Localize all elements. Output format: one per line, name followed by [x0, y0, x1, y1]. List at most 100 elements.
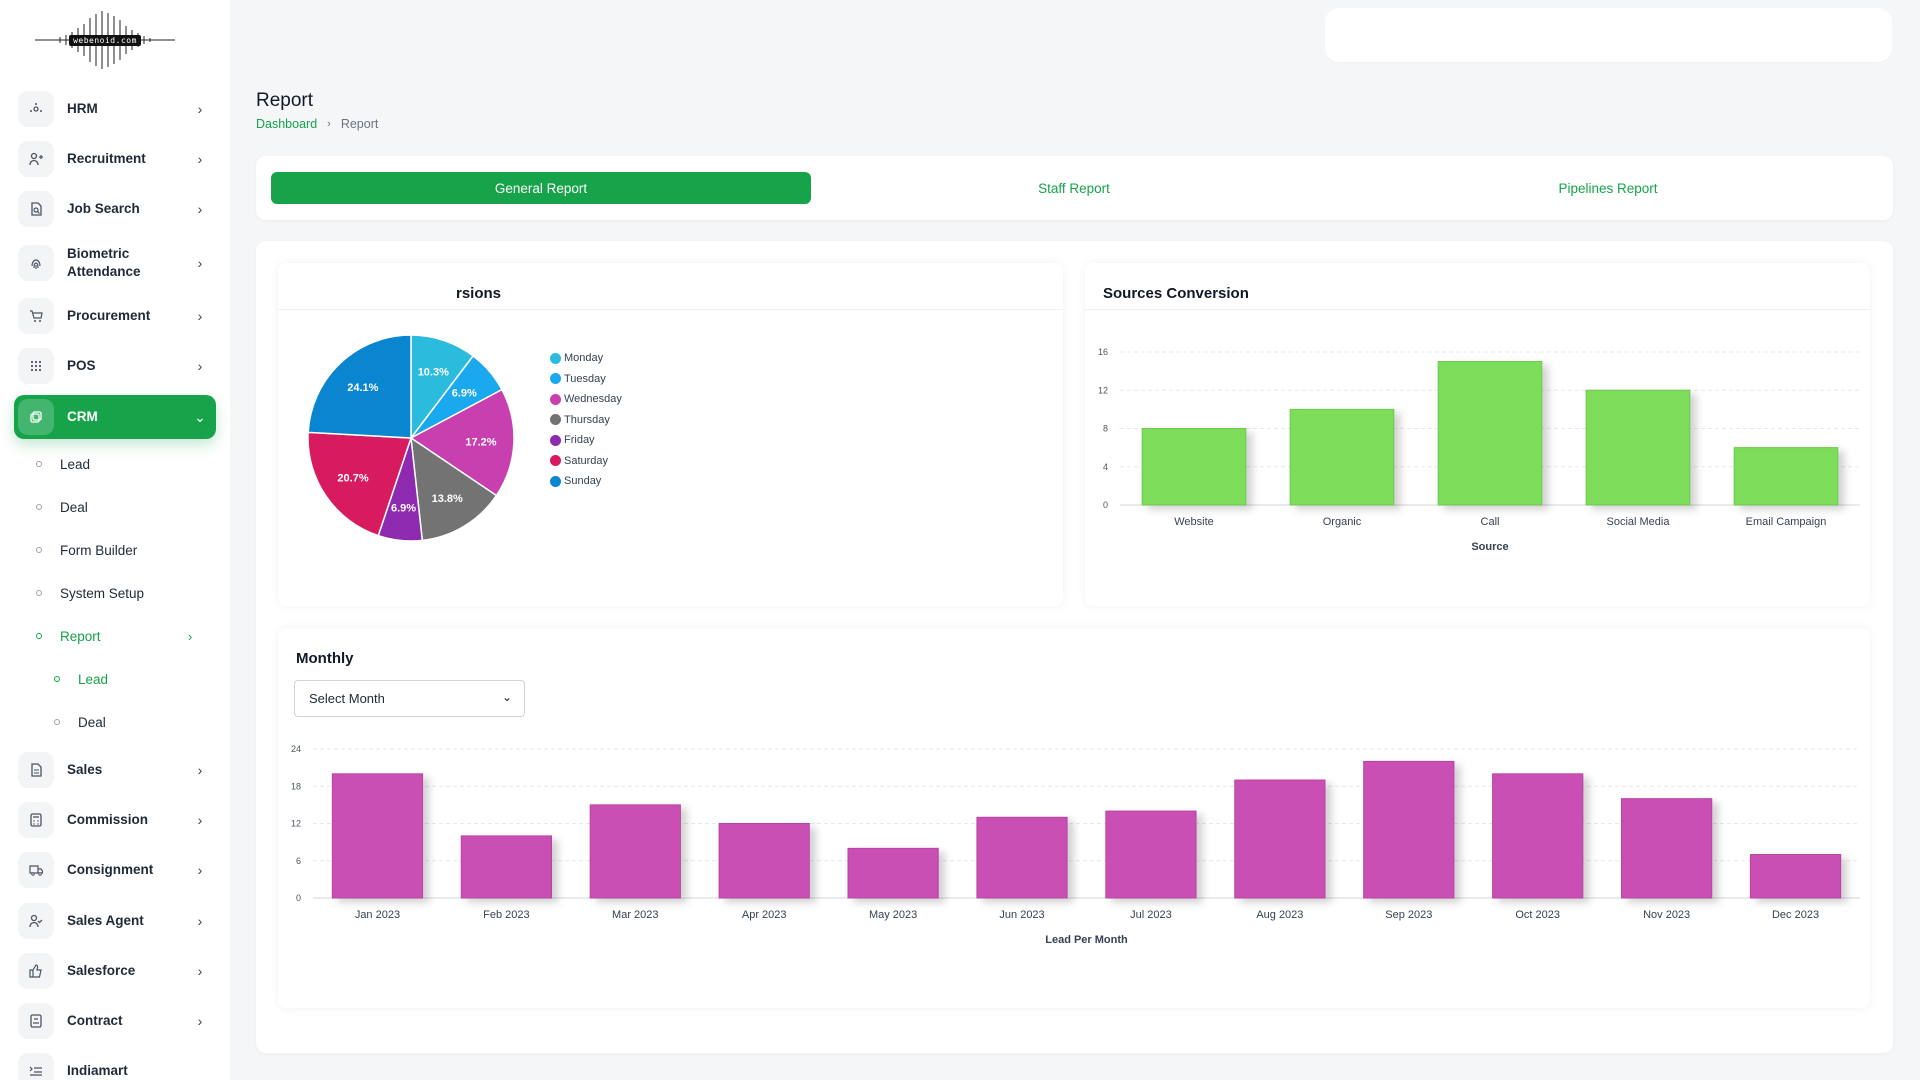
sidebar-subitem-label: Form Builder [60, 542, 138, 558]
pie-slice-label: 17.2% [465, 437, 496, 449]
pie-slice-saturday[interactable] [307, 431, 413, 537]
chevron-right-icon: › [197, 762, 203, 778]
top-search-bar[interactable] [1325, 8, 1892, 62]
sidebar-item-crm[interactable]: CRM ⌄ [14, 395, 216, 439]
bar-apr-2023[interactable] [718, 823, 810, 899]
legend-item[interactable]: Monday [550, 348, 622, 369]
bar-jan-2023[interactable] [331, 773, 424, 899]
legend-item[interactable]: Wednesday [550, 389, 622, 410]
bullet-icon [54, 676, 60, 682]
sidebar-item-biometric-attendance[interactable]: Biometric Attendance › [14, 240, 216, 286]
sidebar-item-sales-agent[interactable]: Sales Agent › [14, 899, 216, 943]
sidebar-subitem-report[interactable]: Report › [30, 624, 200, 648]
sidebar-subitem-deal[interactable]: Deal [30, 495, 88, 519]
sidebar-item-recruitment[interactable]: Recruitment › [14, 137, 216, 181]
bar-dec-2023[interactable] [1749, 854, 1842, 899]
legend-item[interactable]: Friday [550, 430, 622, 451]
bullet-icon [36, 504, 42, 510]
bar-feb-2023[interactable] [460, 835, 552, 899]
legend-swatch [550, 373, 561, 385]
contract-icon [18, 1003, 54, 1039]
sidebar-item-hrm[interactable]: HRM › [14, 87, 216, 131]
sidebar-item-indiamart[interactable]: Indiamart [14, 1049, 216, 1080]
sidebar-subitem-system-setup[interactable]: System Setup [30, 581, 144, 605]
page-title: Report [256, 90, 314, 111]
tab-staff-report[interactable]: Staff Report [1038, 180, 1110, 196]
legend-swatch [550, 455, 561, 467]
bar-may-2023[interactable] [847, 847, 939, 899]
pie-slice-label: 10.3% [418, 367, 449, 379]
tab-general-report[interactable]: General Report [271, 172, 811, 204]
sidebar-item-consignment[interactable]: Consignment › [14, 848, 216, 892]
chevron-down-icon: ⌄ [501, 690, 512, 704]
sidebar-subitem-lead[interactable]: Lead [30, 452, 90, 476]
sidebar-item-pos[interactable]: POS › [14, 344, 216, 388]
bar-organic[interactable] [1289, 408, 1395, 506]
bar-website[interactable] [1141, 428, 1247, 506]
bar-email-campaign[interactable] [1733, 447, 1839, 506]
bar-sep-2023[interactable] [1363, 760, 1455, 899]
chevron-right-icon: › [327, 118, 331, 130]
sidebar-subitem-form-builder[interactable]: Form Builder [30, 538, 137, 562]
sidebar-item-procurement[interactable]: Procurement › [14, 294, 216, 338]
sidebar-item-commission[interactable]: Commission › [14, 798, 216, 842]
bar-nov-2023[interactable] [1621, 798, 1713, 899]
sidebar-item-label: Biometric Attendance [67, 246, 141, 279]
bar-oct-2023[interactable] [1492, 773, 1584, 899]
sidebar-item-salesforce[interactable]: Salesforce › [14, 949, 216, 993]
sidebar-item-contract[interactable]: Contract › [14, 999, 216, 1043]
legend-item[interactable]: Saturday [550, 451, 622, 472]
bar-jul-2023[interactable] [1105, 810, 1197, 899]
fingerprint-icon [18, 245, 54, 281]
x-tick-label: Jul 2023 [1130, 909, 1172, 921]
y-tick-label: 12 [1098, 385, 1108, 395]
bar-aug-2023[interactable] [1234, 779, 1326, 899]
legend-swatch [550, 414, 561, 426]
y-tick-label: 0 [1103, 500, 1108, 510]
month-select[interactable]: Select Month ⌄ [294, 680, 525, 717]
sidebar: webenoid.com HRM › Recruitment › Job Sea… [0, 0, 230, 1080]
pie-slice-thursday[interactable] [410, 436, 498, 542]
legend-swatch [550, 475, 561, 487]
legend-item[interactable]: Tuesday [550, 369, 622, 390]
hrm-icon [18, 91, 54, 127]
x-tick-label: Call [1481, 516, 1500, 528]
sidebar-item-label: Consignment [67, 862, 154, 877]
legend-item[interactable]: Sunday [550, 471, 622, 492]
sidebar-subsubitem-lead[interactable]: Lead [48, 667, 108, 691]
chevron-right-icon: › [197, 963, 203, 979]
pie-slice-sunday[interactable] [307, 334, 412, 439]
sidebar-subitem-label: Lead [60, 456, 91, 472]
x-tick-label: Organic [1323, 516, 1362, 528]
bar-social-media[interactable] [1585, 389, 1691, 506]
title-mask [278, 263, 458, 309]
legend-swatch [550, 434, 561, 446]
legend-item[interactable]: Thursday [550, 410, 622, 431]
sidebar-subsubitem-label: Deal [78, 714, 106, 730]
breadcrumb-current: Report [340, 117, 379, 131]
sidebar-item-label: Commission [67, 812, 149, 827]
logo[interactable]: webenoid.com [30, 8, 180, 72]
y-tick-label: 18 [291, 781, 301, 791]
y-tick-label: 24 [291, 744, 301, 754]
chevron-right-icon: › [197, 101, 203, 117]
breadcrumb-dashboard-link[interactable]: Dashboard [256, 117, 318, 131]
sidebar-subsubitem-label: Lead [78, 671, 109, 687]
sidebar-item-job-search[interactable]: Job Search › [14, 187, 216, 231]
logo-text: webenoid.com [69, 34, 141, 46]
tab-pipelines-report[interactable]: Pipelines Report [1558, 180, 1658, 196]
pie-slice-label: 13.8% [432, 493, 463, 505]
sidebar-item-sales[interactable]: Sales › [14, 748, 216, 792]
month-select-value: Select Month [309, 691, 385, 706]
sidebar-subsubitem-deal[interactable]: Deal [48, 710, 106, 734]
bar-mar-2023[interactable] [589, 804, 681, 899]
y-tick-label: 8 [1103, 424, 1108, 434]
sidebar-item-label: HRM [67, 101, 98, 116]
panel-divider [1085, 309, 1870, 310]
y-tick-label: 12 [291, 819, 301, 829]
pie-slice-wednesday[interactable] [409, 388, 515, 497]
bar-jun-2023[interactable] [976, 816, 1068, 899]
bar-call[interactable] [1437, 361, 1543, 506]
sources-conversion-panel: Sources Conversion 0 4 8 12 16 Website Organic… [1085, 263, 1870, 606]
report-content: rsions 10.3% 6.9% 17.2% 13.8% 6.9% 20.7% 24.1%… [256, 241, 1893, 1053]
